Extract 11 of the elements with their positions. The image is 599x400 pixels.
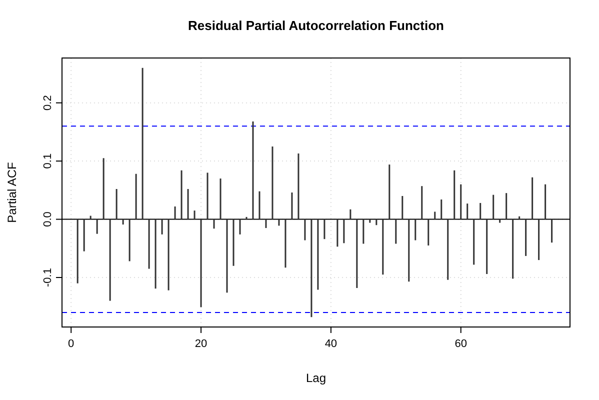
chart-title: Residual Partial Autocorrelation Function	[188, 18, 444, 33]
x-tick-label: 0	[68, 338, 74, 350]
y-tick-label: 0.0	[42, 212, 54, 227]
y-tick-label: 0.2	[42, 95, 54, 110]
x-tick-label: 60	[454, 338, 467, 350]
x-tick-label: 20	[194, 338, 208, 350]
y-axis-title: Partial ACF	[5, 162, 19, 223]
y-tick-label: -0.1	[42, 268, 54, 287]
x-axis-title: Lag	[306, 371, 326, 385]
y-tick-label: 0.1	[42, 153, 54, 169]
x-tick-label: 40	[324, 338, 338, 350]
